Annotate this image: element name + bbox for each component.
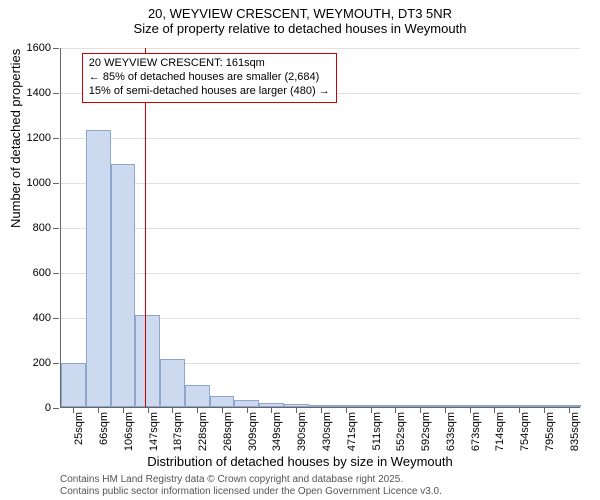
x-tick-label: 430sqm (321, 412, 333, 451)
x-tick-label: 309sqm (247, 412, 259, 451)
histogram-bar (111, 164, 136, 407)
histogram-bar (61, 363, 86, 407)
histogram-bar (210, 396, 235, 407)
y-tick (53, 408, 59, 409)
annotation-box: 20 WEYVIEW CRESCENT: 161sqm← 85% of deta… (82, 53, 337, 102)
x-tick-label: 268sqm (222, 412, 234, 451)
histogram-bar (86, 130, 111, 407)
x-tick-label: 795sqm (544, 412, 556, 451)
x-tick-label: 66sqm (98, 412, 110, 445)
y-tick (53, 93, 59, 94)
x-tick-label: 187sqm (172, 412, 184, 451)
histogram-bar (185, 385, 210, 408)
histogram-bar (160, 359, 185, 407)
y-tick-label: 1000 (27, 177, 51, 189)
chart-title-line2: Size of property relative to detached ho… (0, 21, 600, 42)
gridline (61, 228, 580, 229)
x-tick-label: 511sqm (371, 412, 383, 450)
y-tick-label: 200 (33, 357, 51, 369)
gridline (61, 48, 580, 49)
y-tick-label: 600 (33, 267, 51, 279)
y-tick (53, 273, 59, 274)
plot-area: 0200400600800100012001400160025sqm66sqm1… (60, 48, 580, 408)
y-tick-label: 400 (33, 312, 51, 324)
x-tick-label: 592sqm (420, 412, 432, 451)
x-tick-label: 106sqm (123, 412, 135, 451)
y-axis-label: Number of detached properties (8, 49, 23, 228)
x-tick-label: 147sqm (148, 412, 160, 451)
x-axis-label: Distribution of detached houses by size … (0, 454, 600, 469)
y-tick-label: 800 (33, 222, 51, 234)
x-tick-label: 349sqm (271, 412, 283, 451)
gridline (61, 138, 580, 139)
x-tick-label: 390sqm (296, 412, 308, 451)
y-tick-label: 0 (45, 402, 51, 414)
y-tick (53, 318, 59, 319)
x-tick-label: 714sqm (494, 412, 506, 451)
x-tick-label: 552sqm (395, 412, 407, 451)
x-tick-label: 471sqm (346, 412, 358, 451)
y-tick-label: 1600 (27, 42, 51, 54)
x-tick-label: 754sqm (519, 412, 531, 451)
y-tick-label: 1200 (27, 132, 51, 144)
annotation-line2: ← 85% of detached houses are smaller (2,… (89, 71, 330, 85)
y-tick (53, 183, 59, 184)
x-tick-label: 25sqm (73, 412, 85, 445)
histogram-chart: 20, WEYVIEW CRESCENT, WEYMOUTH, DT3 5NR … (0, 0, 600, 500)
x-tick-label: 673sqm (470, 412, 482, 451)
x-tick-label: 228sqm (197, 412, 209, 451)
y-tick (53, 228, 59, 229)
histogram-bar (234, 400, 259, 407)
y-tick (53, 48, 59, 49)
footer-line2: Contains public sector information licen… (60, 486, 442, 498)
chart-title-line1: 20, WEYVIEW CRESCENT, WEYMOUTH, DT3 5NR (0, 0, 600, 21)
footer-line1: Contains HM Land Registry data © Crown c… (60, 474, 442, 486)
x-tick-label: 633sqm (445, 412, 457, 451)
annotation-line3: 15% of semi-detached houses are larger (… (89, 85, 330, 99)
gridline (61, 183, 580, 184)
y-tick-label: 1400 (27, 87, 51, 99)
y-tick (53, 138, 59, 139)
x-tick-label: 835sqm (569, 412, 581, 451)
gridline (61, 273, 580, 274)
footer-attribution: Contains HM Land Registry data © Crown c… (60, 474, 442, 497)
annotation-line1: 20 WEYVIEW CRESCENT: 161sqm (89, 57, 330, 71)
histogram-bar (135, 315, 160, 407)
y-tick (53, 363, 59, 364)
